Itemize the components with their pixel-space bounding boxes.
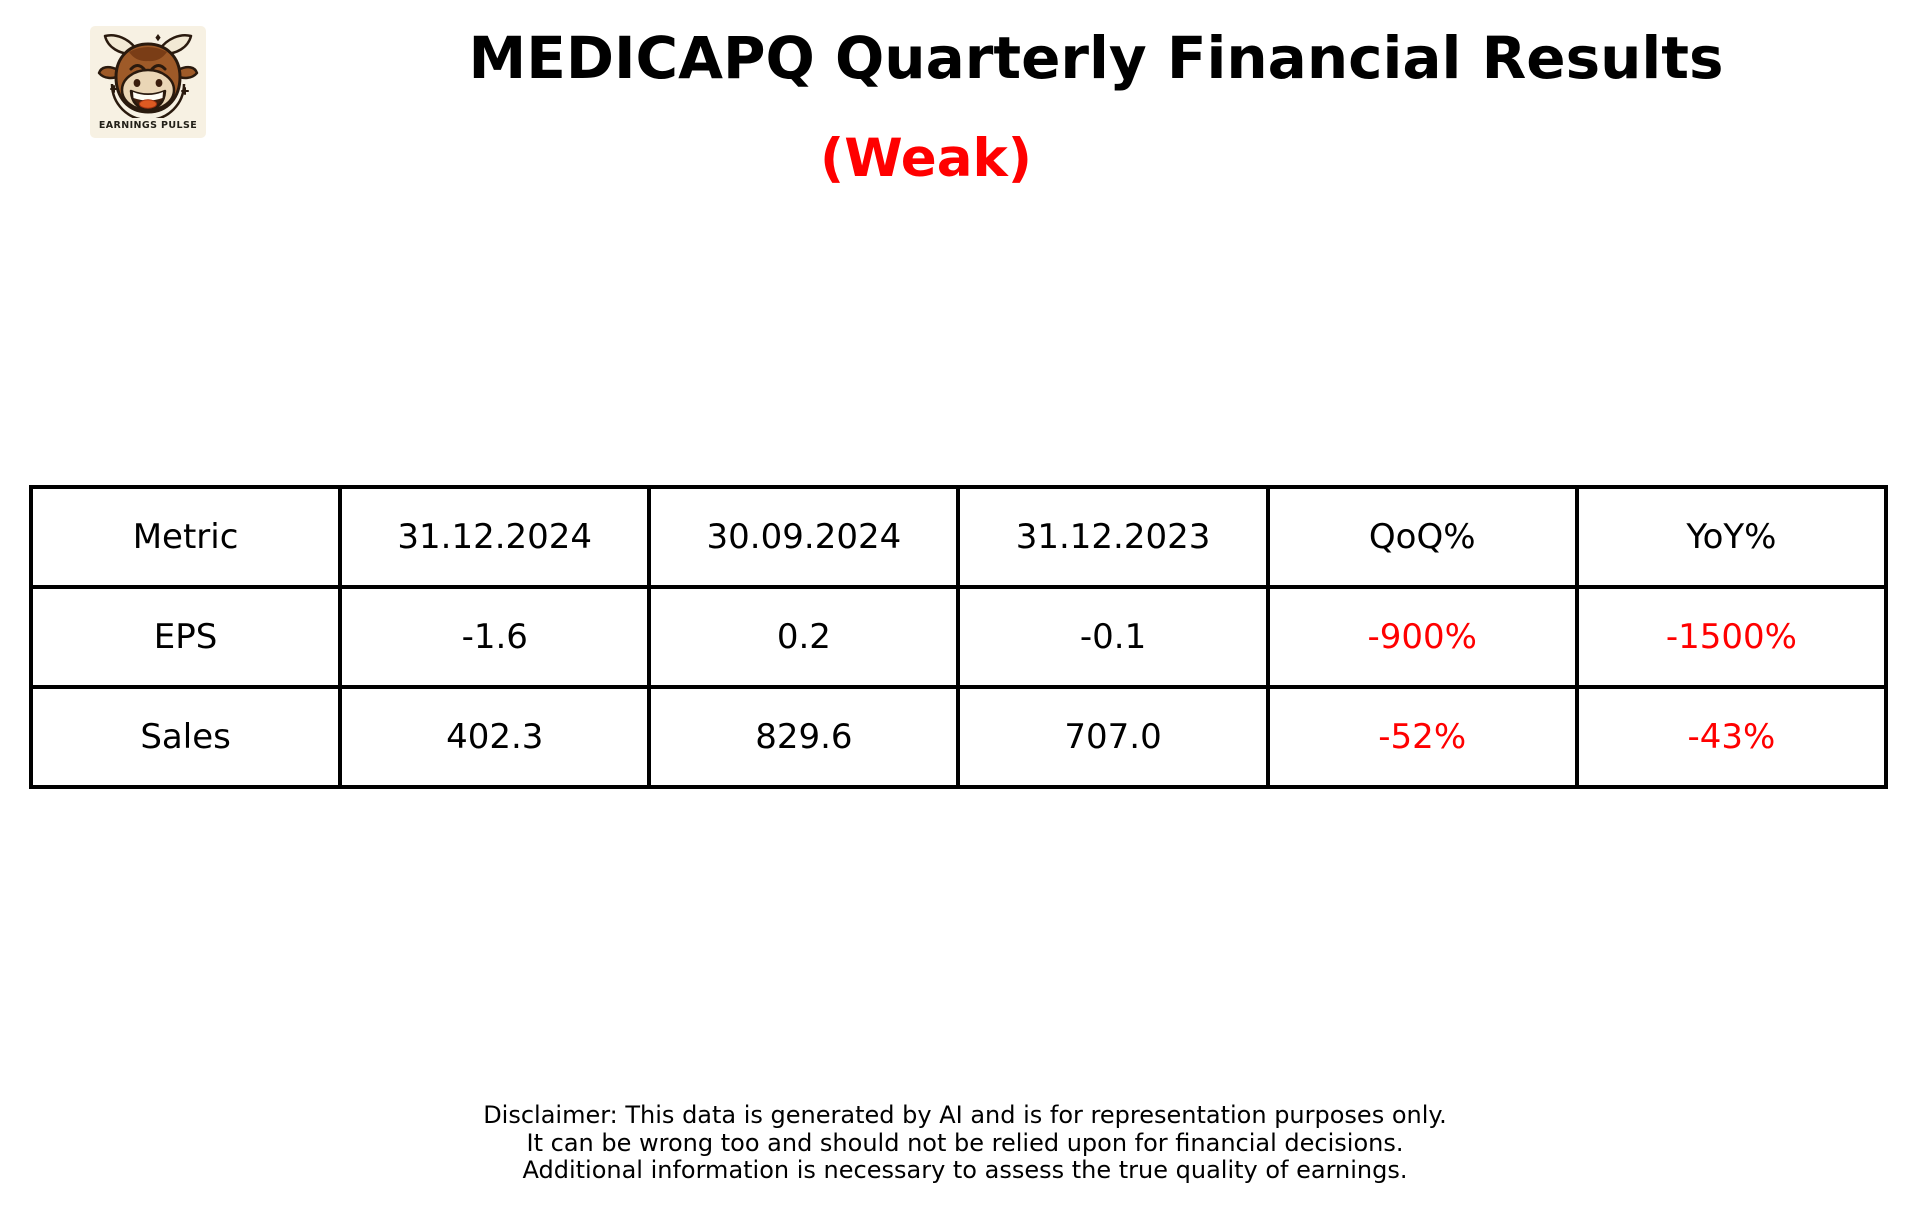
brand-name: EARNINGS PULSE — [98, 120, 198, 131]
table-row-sales: Sales 402.3 829.6 707.0 -52% -43% — [28, 685, 1889, 789]
header-cell-yoy: YoY% — [1574, 485, 1889, 589]
header-cell-metric: Metric — [28, 485, 343, 589]
yoy-cell: -43% — [1574, 685, 1889, 789]
yoy-cell: -1500% — [1574, 585, 1889, 689]
header-cell-quarter-2: 30.09.2024 — [647, 485, 961, 589]
qoq-cell: -52% — [1265, 685, 1579, 789]
value-cell: 707.0 — [956, 685, 1270, 789]
laughing-bull-icon — [97, 34, 199, 118]
table-row-eps: EPS -1.6 0.2 -0.1 -900% -1500% — [28, 585, 1889, 689]
disclaimer: Disclaimer: This data is generated by AI… — [483, 1101, 1447, 1185]
header-cell-qoq: QoQ% — [1265, 485, 1579, 589]
value-cell: 829.6 — [647, 685, 961, 789]
disclaimer-line: Additional information is necessary to a… — [522, 1156, 1408, 1184]
financial-results-table: Metric 31.12.2024 30.09.2024 31.12.2023 … — [28, 485, 1889, 789]
value-cell: 0.2 — [647, 585, 961, 689]
value-cell: 402.3 — [338, 685, 652, 789]
metric-cell: EPS — [28, 585, 343, 689]
value-cell: -0.1 — [956, 585, 1270, 689]
disclaimer-line: Disclaimer: This data is generated by AI… — [483, 1101, 1447, 1129]
page-title: MEDICAPQ Quarterly Financial Results — [468, 24, 1724, 92]
metric-cell: Sales — [28, 685, 343, 789]
table-header-row: Metric 31.12.2024 30.09.2024 31.12.2023 … — [28, 485, 1889, 589]
disclaimer-line: It can be wrong too and should not be re… — [526, 1128, 1404, 1157]
header-cell-quarter-3: 31.12.2023 — [956, 485, 1270, 589]
qoq-cell: -900% — [1265, 585, 1579, 689]
header-cell-quarter-1: 31.12.2024 — [338, 485, 652, 589]
value-cell: -1.6 — [338, 585, 652, 689]
verdict-subtitle: (Weak) — [820, 128, 1032, 189]
earnings-pulse-logo: EARNINGS PULSE — [90, 26, 206, 138]
